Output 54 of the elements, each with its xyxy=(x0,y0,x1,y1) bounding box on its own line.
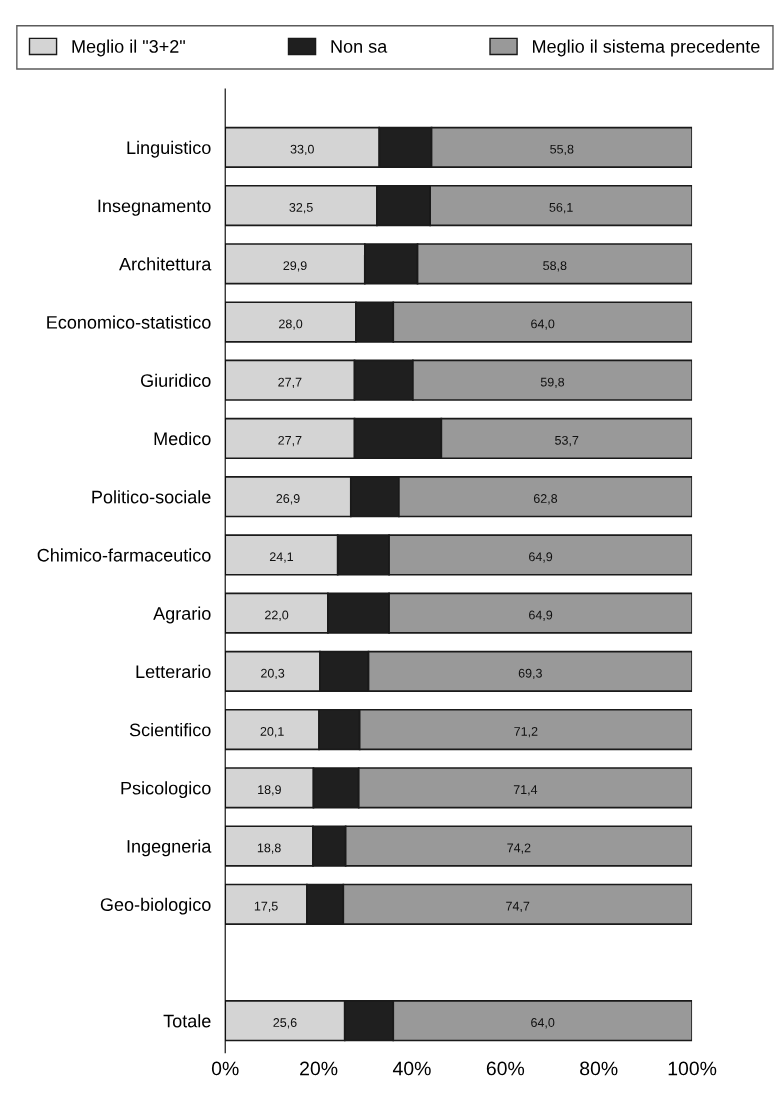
data-label: 58,8 xyxy=(543,261,567,272)
x-tick-label: 0% xyxy=(211,1061,239,1076)
data-label: 24,1 xyxy=(269,552,294,563)
data-label: 29,9 xyxy=(283,261,307,272)
y-tick-label: Architettura xyxy=(119,257,212,271)
data-label: 18,8 xyxy=(257,843,281,854)
data-label: 26,9 xyxy=(276,494,300,505)
data-label: 20,3 xyxy=(261,668,285,680)
data-label: 20,1 xyxy=(260,727,284,738)
data-label: 56,1 xyxy=(549,202,573,214)
x-tick-label: 40% xyxy=(392,1061,431,1076)
data-label: 69,3 xyxy=(518,668,542,680)
data-label: 71,4 xyxy=(513,785,538,796)
data-label: 22,0 xyxy=(265,610,289,621)
data-label: 27,7 xyxy=(278,377,302,388)
legend-label: Non sa xyxy=(331,40,388,53)
data-label: 32,5 xyxy=(289,202,313,214)
data-label: 53,7 xyxy=(555,435,579,447)
y-tick-label: Scientifico xyxy=(129,723,211,737)
data-label: 64,0 xyxy=(531,319,555,330)
x-tick-label: 60% xyxy=(486,1061,525,1076)
y-tick-label: Psicologico xyxy=(121,781,211,799)
data-label: 71,2 xyxy=(514,727,538,738)
data-label: 74,7 xyxy=(506,901,530,912)
y-tick-label: Agrario xyxy=(153,606,211,624)
y-tick-label: Insegnamento xyxy=(98,199,211,216)
data-label: 64,9 xyxy=(529,552,553,563)
data-label: 17,5 xyxy=(254,901,278,912)
data-label: 27,7 xyxy=(278,435,302,447)
x-tick-label: 20% xyxy=(300,1061,338,1076)
y-tick-label: Economico-statistico xyxy=(47,315,211,329)
data-label: 25,6 xyxy=(273,1018,297,1029)
data-label: 74,2 xyxy=(507,843,531,854)
y-tick-label: Giuridico xyxy=(141,373,211,387)
y-tick-label: Medico xyxy=(154,431,211,446)
data-label: 33,0 xyxy=(290,144,314,156)
data-label: 59,8 xyxy=(540,377,565,388)
legend-label: Meglio il "3+2" xyxy=(72,39,185,57)
data-label: 62,8 xyxy=(533,494,558,505)
y-tick-label: Ingegneria xyxy=(127,839,212,857)
y-tick-label: Linguistico xyxy=(127,140,211,158)
y-tick-label: Politico-sociale xyxy=(92,490,211,504)
data-label: 64,9 xyxy=(529,610,553,621)
legend-label: Meglio il sistema precedente xyxy=(533,39,760,57)
data-label: 28,0 xyxy=(279,319,303,330)
data-label: 18,9 xyxy=(258,785,281,796)
y-tick-label: Totale xyxy=(163,1014,211,1028)
y-tick-label: Letterario xyxy=(136,664,211,679)
data-label: 55,8 xyxy=(550,144,574,156)
x-tick-label: 80% xyxy=(580,1061,618,1076)
x-tick-label: 100% xyxy=(668,1061,717,1076)
y-tick-label: Chimico-farmaceutico xyxy=(37,548,211,562)
y-tick-label: Geo-biologico xyxy=(100,897,211,915)
data-label: 64,0 xyxy=(531,1018,555,1029)
